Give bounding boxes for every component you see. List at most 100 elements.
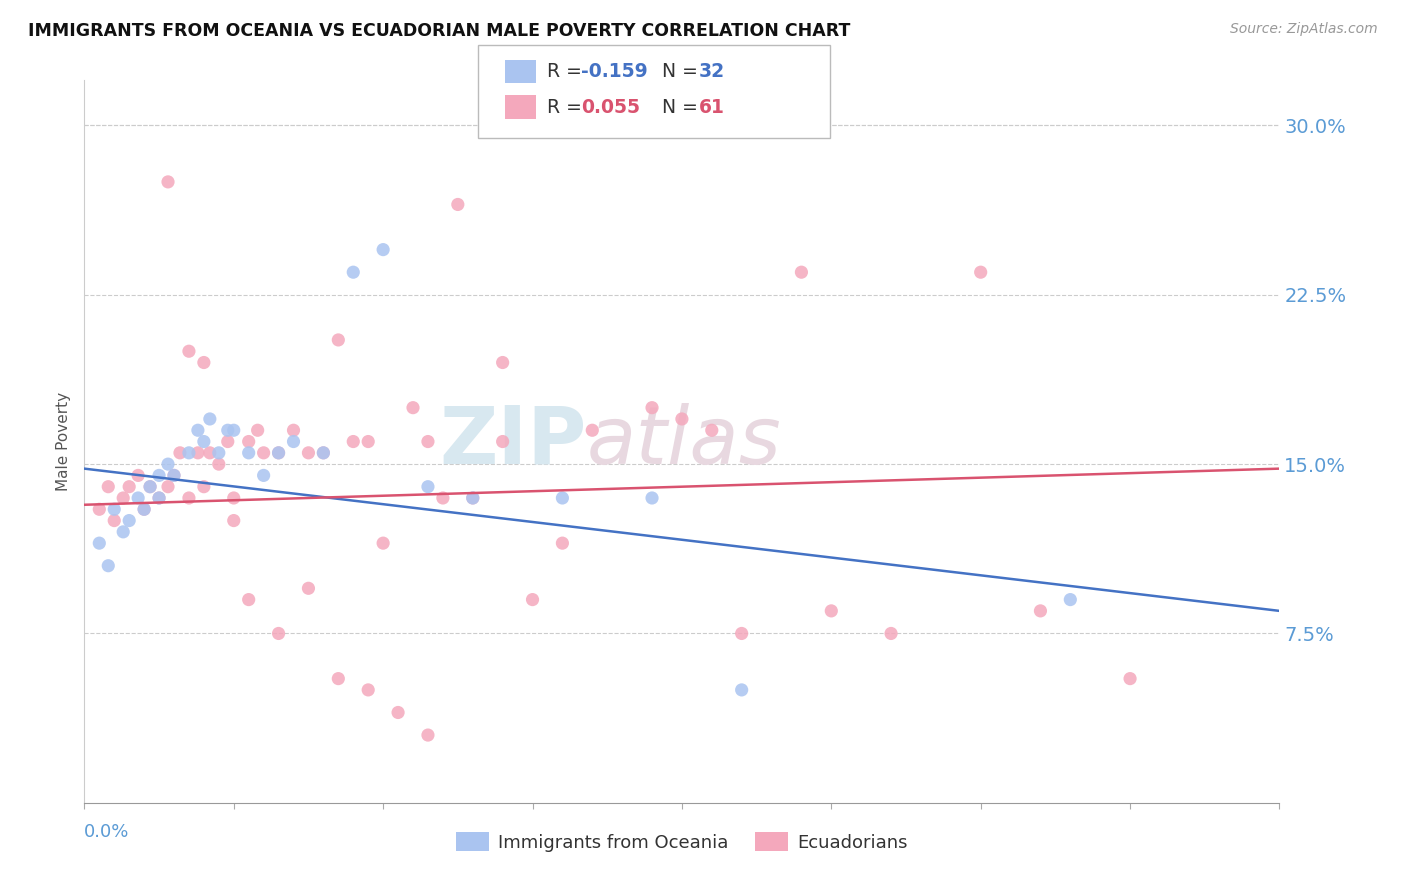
Point — [246, 423, 269, 437]
Text: Source: ZipAtlas.com: Source: ZipAtlas.com — [1230, 22, 1378, 37]
Point — [416, 728, 439, 742]
Point — [112, 491, 135, 505]
Point — [447, 197, 470, 211]
Point — [970, 265, 993, 279]
Point — [283, 423, 305, 437]
Point — [193, 434, 215, 449]
Point — [208, 446, 231, 460]
Point — [253, 468, 276, 483]
Point — [177, 344, 200, 359]
Point — [581, 423, 603, 437]
Point — [416, 434, 439, 449]
Point — [790, 265, 813, 279]
Point — [357, 682, 380, 697]
Point — [461, 491, 484, 505]
Point — [1119, 672, 1142, 686]
Text: 0.0%: 0.0% — [84, 823, 129, 841]
Point — [267, 446, 290, 460]
Text: ZIP: ZIP — [439, 402, 586, 481]
Point — [97, 558, 120, 573]
Point — [222, 423, 245, 437]
Point — [880, 626, 903, 640]
Point — [169, 446, 191, 460]
Point — [238, 592, 260, 607]
Point — [127, 468, 149, 483]
Text: 32: 32 — [699, 62, 725, 81]
Point — [222, 491, 245, 505]
Point — [328, 672, 350, 686]
Text: -0.159: -0.159 — [581, 62, 647, 81]
Point — [641, 401, 664, 415]
Point — [193, 480, 215, 494]
Text: atlas: atlas — [586, 402, 782, 481]
Point — [198, 446, 221, 460]
Point — [163, 468, 186, 483]
Point — [177, 446, 200, 460]
Point — [187, 423, 209, 437]
Text: R =: R = — [547, 62, 588, 81]
Point — [127, 491, 149, 505]
Point — [312, 446, 335, 460]
Point — [193, 355, 215, 369]
Text: N =: N = — [662, 97, 704, 117]
Point — [1029, 604, 1052, 618]
Point — [217, 423, 239, 437]
Point — [157, 175, 180, 189]
Point — [731, 682, 754, 697]
Point — [148, 491, 170, 505]
Point — [148, 468, 170, 483]
Text: N =: N = — [662, 62, 704, 81]
Point — [267, 626, 290, 640]
Point — [700, 423, 723, 437]
Point — [416, 480, 439, 494]
Point — [103, 502, 125, 516]
Point — [157, 457, 180, 471]
Point — [97, 480, 120, 494]
Point — [641, 491, 664, 505]
Point — [297, 582, 319, 596]
Point — [492, 434, 515, 449]
Point — [198, 412, 221, 426]
Point — [297, 446, 319, 460]
Point — [187, 446, 209, 460]
Y-axis label: Male Poverty: Male Poverty — [56, 392, 72, 491]
Point — [139, 480, 162, 494]
Point — [1059, 592, 1081, 607]
Point — [522, 592, 544, 607]
Point — [89, 536, 111, 550]
Legend: Immigrants from Oceania, Ecuadorians: Immigrants from Oceania, Ecuadorians — [449, 825, 915, 859]
Point — [342, 265, 364, 279]
Point — [731, 626, 754, 640]
Text: 0.055: 0.055 — [581, 97, 640, 117]
Point — [387, 706, 409, 720]
Point — [139, 480, 162, 494]
Point — [148, 491, 170, 505]
Point — [89, 502, 111, 516]
Point — [551, 536, 574, 550]
Point — [373, 243, 395, 257]
Point — [238, 434, 260, 449]
Point — [820, 604, 842, 618]
Point — [238, 446, 260, 460]
Point — [132, 502, 156, 516]
Point — [222, 514, 245, 528]
Point — [373, 536, 395, 550]
Point — [328, 333, 350, 347]
Point — [132, 502, 156, 516]
Text: IMMIGRANTS FROM OCEANIA VS ECUADORIAN MALE POVERTY CORRELATION CHART: IMMIGRANTS FROM OCEANIA VS ECUADORIAN MA… — [28, 22, 851, 40]
Point — [217, 434, 239, 449]
Point — [157, 480, 180, 494]
Point — [402, 401, 425, 415]
Text: 61: 61 — [699, 97, 724, 117]
Point — [118, 480, 141, 494]
Point — [177, 491, 200, 505]
Point — [492, 355, 515, 369]
Point — [208, 457, 231, 471]
Point — [432, 491, 454, 505]
Point — [283, 434, 305, 449]
Point — [112, 524, 135, 539]
Point — [103, 514, 125, 528]
Point — [551, 491, 574, 505]
Point — [253, 446, 276, 460]
Point — [461, 491, 484, 505]
